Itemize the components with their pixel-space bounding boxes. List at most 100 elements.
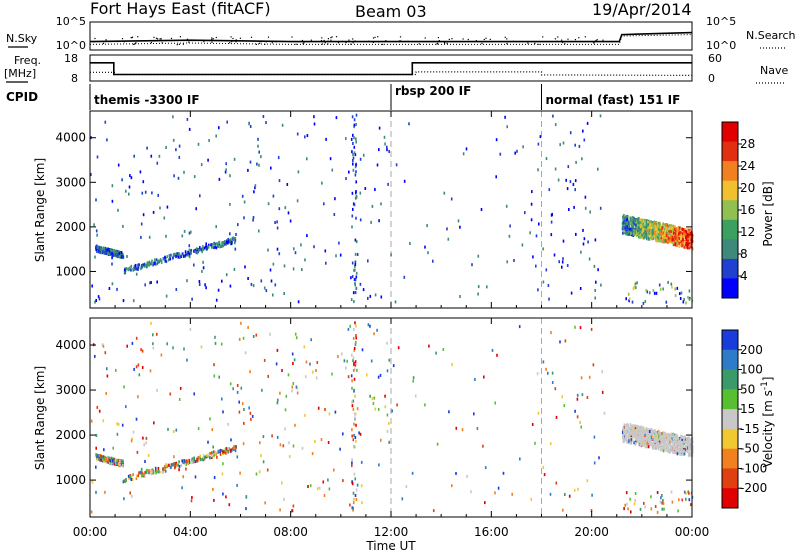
echo-cell [181, 486, 183, 490]
echo-cell [274, 283, 277, 287]
echo-cell [352, 356, 355, 360]
echo-cell [636, 223, 639, 227]
echo-cell [111, 459, 114, 463]
echo-cell [681, 435, 684, 439]
echo-cell [680, 450, 682, 454]
echo-cell [662, 499, 664, 502]
echo-cell [359, 157, 362, 161]
echo-cell [252, 216, 255, 219]
noise-sample [176, 44, 178, 46]
echo-cell [130, 176, 133, 180]
echo-cell [627, 229, 629, 233]
echo-cell [625, 215, 628, 218]
echo-cell [296, 199, 299, 203]
echo-cell [671, 231, 673, 235]
echo-cell [683, 297, 685, 301]
noise-sample [596, 39, 598, 41]
echo-cell [212, 487, 214, 491]
echo-cell [690, 438, 692, 442]
echo-cell [369, 294, 372, 298]
echo-cell [380, 295, 383, 299]
echo-cell [685, 446, 688, 450]
echo-cell [455, 472, 457, 475]
echo-cell [281, 369, 283, 372]
echo-cell [182, 475, 184, 479]
echo-cell [354, 196, 357, 200]
echo-cell [670, 439, 673, 443]
echo-cell [683, 452, 686, 456]
noise-sample [504, 36, 506, 38]
echo-cell [95, 446, 97, 450]
echo-cell [361, 348, 364, 352]
noise-sample [232, 37, 234, 40]
noise-sample [160, 38, 162, 40]
echo-cell [687, 445, 690, 449]
echo-cell [649, 442, 652, 446]
echo-cell [199, 458, 202, 462]
colorbar-segment [722, 122, 738, 143]
echo-cell [355, 170, 357, 174]
echo-cell [646, 430, 649, 434]
echo-cell [564, 493, 566, 496]
echo-cell [642, 439, 645, 443]
echo-cell [255, 333, 258, 337]
echo-cell [229, 239, 231, 243]
echo-cell [277, 398, 279, 402]
echo-cell [568, 494, 571, 498]
echo-cell [187, 460, 189, 464]
echo-cell [351, 464, 353, 468]
echo-cell [126, 255, 128, 258]
echo-cell [508, 234, 511, 238]
echo-cell [459, 295, 461, 298]
echo-cell [572, 183, 575, 186]
colorbar-segment [722, 369, 738, 390]
echo-cell [683, 490, 686, 494]
echo-cell [466, 474, 468, 478]
echo-cell [132, 268, 135, 272]
echo-cell [229, 174, 231, 178]
echo-cell [106, 374, 109, 378]
echo-cell [669, 226, 671, 230]
echo-cell [351, 261, 354, 265]
echo-cell [537, 142, 540, 146]
echo-cell [234, 247, 237, 251]
echo-cell [279, 508, 281, 512]
echo-cell [651, 231, 654, 235]
echo-cell [687, 436, 690, 440]
echo-cell [597, 167, 599, 171]
echo-cell [250, 417, 252, 421]
echo-cell [623, 428, 626, 432]
echo-cell [231, 237, 234, 240]
echo-cell [265, 289, 268, 293]
echo-cell [177, 463, 179, 467]
noise-sample [321, 43, 324, 45]
echo-cell [309, 362, 311, 366]
echo-cell [200, 345, 203, 349]
echo-cell [653, 437, 656, 441]
echo-cell [221, 244, 224, 248]
echo-cell [388, 150, 390, 153]
echo-cell [675, 238, 678, 242]
echo-cell [687, 233, 690, 237]
echo-cell [686, 450, 689, 454]
echo-cell [215, 246, 218, 250]
echo-cell [107, 251, 109, 255]
echo-cell [163, 257, 165, 261]
echo-cell [281, 481, 283, 485]
echo-cell [643, 443, 646, 447]
echo-cell [149, 369, 152, 373]
echo-cell [172, 138, 175, 142]
noise-sample [556, 40, 558, 42]
echo-cell [108, 458, 110, 462]
echo-cell [98, 297, 101, 301]
echo-cell [627, 430, 629, 434]
echo-cell [651, 442, 654, 445]
echo-cell [643, 227, 645, 231]
echo-cell [675, 433, 678, 437]
echo-cell [199, 194, 201, 198]
echo-cell [685, 230, 688, 234]
echo-cell [284, 206, 287, 210]
echo-cell [639, 225, 642, 229]
echo-cell [155, 471, 157, 475]
